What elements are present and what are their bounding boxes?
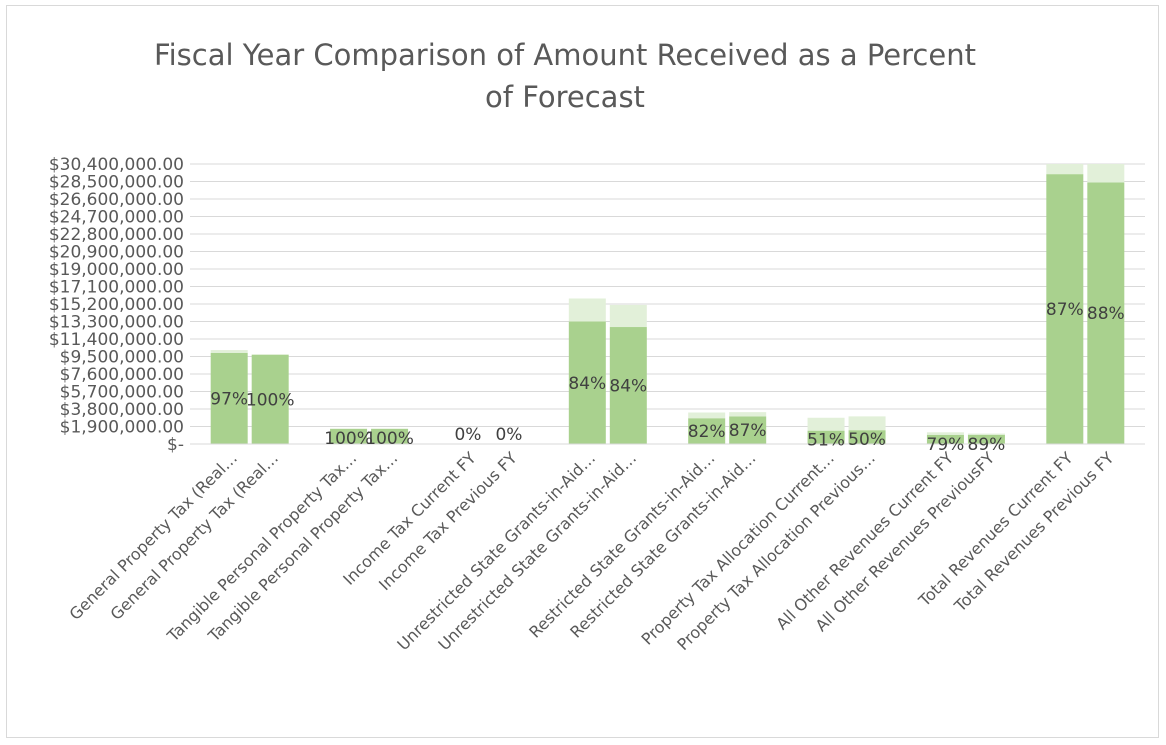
y-tick-label: $19,000,000.00	[49, 260, 184, 280]
data-label: 100%	[365, 429, 414, 449]
bar-received	[609, 327, 647, 444]
y-tick-label: $30,400,000.00	[49, 155, 184, 175]
y-tick-label: $26,600,000.00	[49, 190, 184, 210]
bar-received	[1046, 174, 1084, 444]
bar-remaining	[729, 412, 767, 417]
y-tick-label: $24,700,000.00	[49, 208, 184, 228]
data-label: 0%	[495, 425, 522, 445]
bar-received	[688, 418, 726, 444]
y-tick-label: $11,400,000.00	[49, 330, 184, 350]
bar-remaining	[688, 412, 726, 419]
data-label: 50%	[848, 430, 886, 450]
bar-received	[807, 430, 845, 444]
bar-received	[1087, 182, 1125, 444]
y-tick-label: $13,300,000.00	[49, 313, 184, 333]
data-label: 87%	[1046, 300, 1084, 320]
y-tick-label: $22,800,000.00	[49, 225, 184, 245]
bar-remaining	[568, 298, 606, 322]
data-label: 84%	[568, 374, 606, 394]
y-tick-label: $-	[167, 435, 184, 455]
bar-remaining	[609, 304, 647, 328]
data-label: 97%	[210, 389, 248, 409]
data-label: 82%	[688, 422, 726, 442]
y-tick-label: $5,700,000.00	[60, 383, 184, 403]
bar-remaining	[967, 433, 1005, 435]
data-label: 51%	[807, 431, 845, 451]
data-label: 79%	[927, 435, 965, 455]
y-tick-label: $28,500,000.00	[49, 173, 184, 193]
bar-received	[330, 428, 368, 444]
data-label: 0%	[454, 425, 481, 445]
bar-received	[967, 434, 1005, 444]
data-label: 89%	[968, 435, 1006, 455]
bar-remaining	[210, 350, 248, 353]
data-label: 100%	[324, 429, 373, 449]
bar-received	[371, 428, 409, 444]
bar-received	[251, 354, 289, 444]
bar-received	[210, 352, 248, 444]
bar-received	[568, 321, 606, 444]
chart-title: Fiscal Year Comparison of Amount Receive…	[154, 38, 976, 114]
bar-received	[926, 434, 964, 444]
y-tick-label: $20,900,000.00	[49, 243, 184, 263]
data-label: 84%	[609, 377, 647, 397]
bar-remaining	[926, 432, 964, 435]
bar-remaining	[1046, 164, 1084, 175]
y-tick-label: $1,900,000.00	[60, 418, 184, 438]
bar-received	[729, 416, 767, 444]
data-label: 87%	[729, 421, 767, 441]
y-tick-label: $15,200,000.00	[49, 295, 184, 315]
bar-remaining	[848, 416, 886, 431]
y-tick-label: $3,800,000.00	[60, 400, 184, 420]
data-label: 100%	[246, 390, 295, 410]
y-tick-label: $7,600,000.00	[60, 365, 184, 385]
data-label: 88%	[1087, 304, 1125, 324]
y-tick-label: $17,100,000.00	[49, 278, 184, 298]
y-tick-label: $9,500,000.00	[60, 348, 184, 368]
bar-remaining	[1087, 164, 1125, 183]
bar-received	[848, 430, 886, 444]
bar-remaining	[807, 417, 845, 431]
